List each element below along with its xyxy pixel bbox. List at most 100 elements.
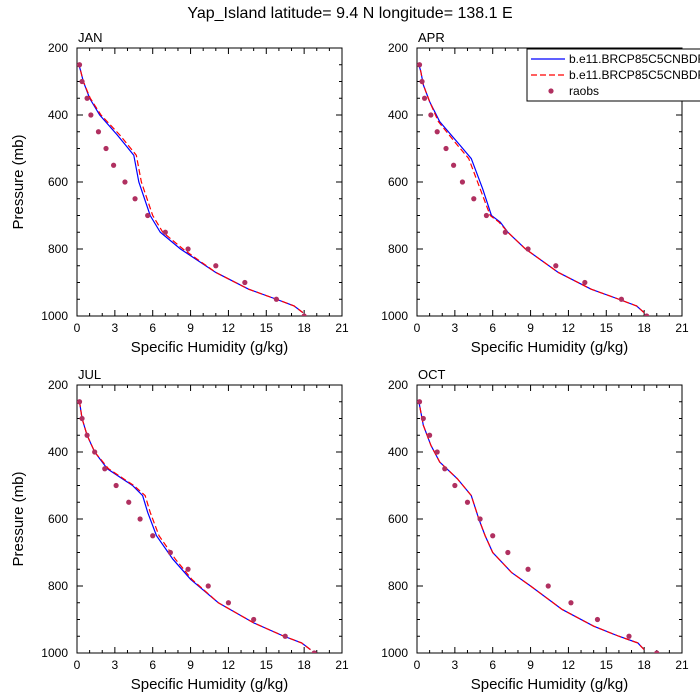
- legend-label: b.e11.BRCP85C5CNBDRD.f09_g16.002: [569, 68, 700, 82]
- x-tick-label: 15: [600, 658, 614, 672]
- raobs-point: [92, 449, 98, 455]
- raobs-point: [113, 482, 119, 489]
- x-axis-label: Specific Humidity (g/kg): [131, 676, 289, 693]
- raobs-point: [167, 549, 173, 556]
- y-tick-label: 600: [48, 175, 68, 189]
- raobs-point: [459, 179, 466, 185]
- series-line-solid: [78, 64, 304, 314]
- raobs-point: [477, 516, 483, 522]
- raobs-point: [225, 600, 232, 606]
- x-tick-label: 15: [600, 321, 614, 335]
- raobs-point: [251, 616, 257, 623]
- x-tick-label: 18: [297, 321, 311, 335]
- y-tick-label: 600: [388, 512, 408, 526]
- x-tick-label: 6: [149, 658, 156, 672]
- raobs-point: [421, 95, 428, 101]
- x-tick-label: 9: [527, 658, 534, 672]
- raobs-point: [88, 112, 94, 118]
- panel-jul: JUL 0 3 6 9 12 15 18 21 200 400 600 800 1000 Specific …: [10, 367, 349, 693]
- raobs-point: [126, 499, 132, 505]
- raobs-point: [471, 196, 477, 202]
- panel-title: JAN: [78, 30, 103, 45]
- y-tick-label: 800: [48, 579, 68, 593]
- raobs-point: [205, 583, 211, 589]
- panel-jan: JAN 0 3 6 9 12 15 18 21 200 400 600 800 1000 Specific …: [10, 30, 349, 356]
- x-tick-label: 12: [562, 658, 576, 672]
- raobs-point: [428, 112, 434, 118]
- y-tick-label: 1000: [41, 646, 68, 660]
- raobs-point: [273, 296, 279, 302]
- series-group: [77, 62, 307, 316]
- raobs-point: [483, 212, 490, 219]
- raobs-point: [434, 129, 440, 135]
- x-tick-label: 6: [489, 658, 496, 672]
- x-tick-label: 6: [489, 321, 496, 335]
- raobs-point: [626, 633, 632, 639]
- raobs-point: [150, 533, 156, 539]
- raobs-point: [213, 263, 219, 269]
- raobs-point: [442, 466, 448, 472]
- x-tick-label: 3: [112, 658, 119, 672]
- x-tick-label: 18: [297, 658, 311, 672]
- x-tick-label: 0: [74, 658, 81, 672]
- x-tick-label: 21: [675, 321, 689, 335]
- plot-frame: [76, 384, 343, 654]
- y-tick-label: 800: [388, 579, 408, 593]
- y-tick-label: 1000: [381, 646, 408, 660]
- series-line-dashed: [418, 401, 645, 651]
- x-tick-label: 12: [222, 321, 236, 335]
- series-group: [77, 399, 317, 653]
- raobs-point: [490, 533, 496, 539]
- y-tick-label: 1000: [41, 309, 68, 323]
- raobs-point: [464, 499, 471, 505]
- raobs-point: [594, 616, 601, 623]
- raobs-point: [553, 263, 559, 269]
- raobs-point: [420, 415, 426, 422]
- panel-title: OCT: [418, 367, 446, 382]
- raobs-point: [654, 650, 660, 653]
- series-line-dashed: [78, 64, 304, 314]
- raobs-point: [525, 566, 531, 572]
- raobs-point: [185, 246, 191, 252]
- raobs-point: [502, 229, 508, 235]
- legend-marker: [548, 88, 554, 94]
- raobs-point: [417, 399, 423, 405]
- x-tick-label: 12: [222, 658, 236, 672]
- raobs-point: [311, 650, 317, 653]
- x-tick-label: 6: [149, 321, 156, 335]
- x-axis-label: Specific Humidity (g/kg): [471, 676, 629, 693]
- series-group: [417, 62, 650, 316]
- raobs-point: [79, 415, 85, 422]
- series-line-dashed: [418, 64, 645, 314]
- x-tick-label: 15: [260, 658, 274, 672]
- raobs-point: [95, 129, 102, 135]
- x-tick-label: 12: [562, 321, 576, 335]
- raobs-point: [137, 516, 143, 522]
- raobs-point: [77, 399, 83, 405]
- raobs-point: [644, 313, 650, 316]
- legend: b.e11.BRCP85C5CNBDRD.f09_g16.001 b.e11.BR…: [526, 48, 700, 102]
- raobs-point: [242, 279, 248, 286]
- x-tick-label: 9: [187, 321, 194, 335]
- panel-title: JUL: [78, 367, 101, 382]
- y-tick-label: 400: [388, 108, 408, 122]
- raobs-point: [568, 600, 574, 606]
- legend-label: raobs: [569, 84, 599, 98]
- raobs-point: [77, 62, 83, 68]
- y-tick-label: 600: [48, 512, 68, 526]
- x-tick-label: 18: [637, 321, 651, 335]
- raobs-point: [419, 78, 425, 85]
- raobs-point: [102, 466, 108, 472]
- figure-title: Yap_Island latitude= 9.4 N longitude= 13…: [187, 5, 512, 22]
- series-line-solid: [418, 64, 645, 314]
- raobs-point: [618, 296, 625, 302]
- x-tick-label: 9: [527, 321, 534, 335]
- raobs-point: [103, 145, 109, 152]
- x-tick-label: 3: [452, 658, 459, 672]
- y-tick-label: 800: [388, 242, 408, 256]
- x-tick-label: 15: [260, 321, 274, 335]
- raobs-point: [427, 432, 433, 438]
- raobs-point: [301, 313, 307, 316]
